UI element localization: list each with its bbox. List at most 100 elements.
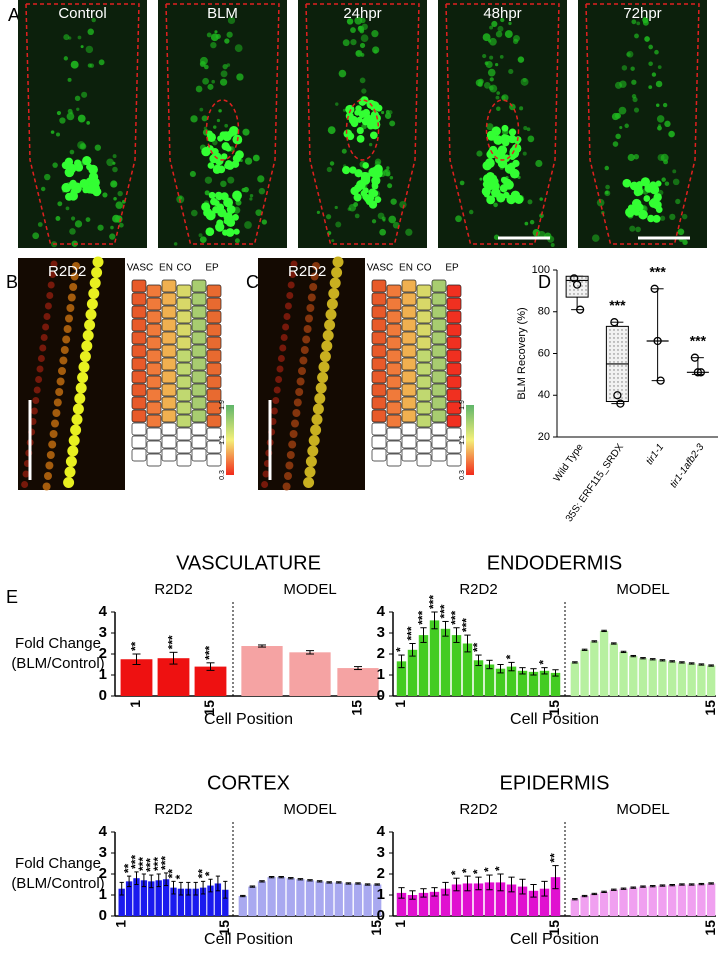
nucleus [321, 340, 333, 352]
significance: * [471, 869, 485, 874]
cell [446, 284, 462, 298]
nucleus [59, 356, 68, 365]
colorbar-label: 1.9 [459, 400, 466, 410]
cell-signal [493, 135, 504, 145]
cell-signal [614, 112, 621, 119]
significance: ** [195, 869, 209, 879]
cell-signal [220, 180, 227, 188]
image-background [438, 0, 567, 248]
cell [146, 349, 162, 363]
cell [131, 344, 147, 358]
cell-signal [52, 162, 58, 168]
nucleus [303, 325, 312, 333]
nucleus [51, 419, 59, 428]
cell [146, 284, 162, 298]
cell-signal [94, 144, 102, 151]
cell [371, 422, 387, 436]
bar [687, 663, 696, 696]
bar [222, 889, 229, 916]
cell-signal [57, 201, 63, 207]
significance: ** [166, 869, 180, 879]
cell-signal [632, 183, 641, 192]
cell-signal [384, 169, 388, 173]
image-label: BLM [207, 5, 238, 22]
x-tick-label: 1 [112, 920, 128, 928]
cell-signal [232, 214, 239, 221]
cell-signal [70, 216, 76, 221]
cell [191, 357, 207, 371]
cell [176, 427, 192, 441]
nucleus [318, 361, 330, 373]
cell-signal [224, 123, 229, 128]
bar [277, 877, 286, 916]
cell-signal [342, 39, 350, 47]
cell [431, 383, 447, 397]
cell-signal [662, 102, 668, 108]
cell [206, 323, 222, 337]
panel-label: A [8, 5, 20, 25]
cell [446, 440, 462, 454]
bar [305, 880, 315, 916]
cell-signal [87, 28, 94, 36]
cell-signal [377, 212, 385, 220]
cell [431, 318, 447, 332]
data-point [610, 318, 619, 327]
cell [446, 375, 462, 389]
nucleus [270, 407, 278, 415]
cell-signal [392, 221, 400, 229]
cell-signal [482, 33, 491, 42]
cell-signal [258, 187, 266, 195]
cell [371, 344, 387, 358]
cell-signal [216, 118, 221, 123]
cell [401, 344, 417, 358]
cell [416, 427, 432, 441]
cell [446, 427, 462, 441]
bar [325, 882, 334, 916]
nucleus [66, 304, 75, 312]
cell-signal [633, 154, 640, 160]
bar [396, 892, 407, 916]
cell [146, 310, 162, 324]
bar [658, 660, 667, 696]
cell-signal [213, 125, 217, 129]
cell [131, 279, 147, 293]
cell-signal [621, 65, 628, 71]
nucleus [296, 377, 305, 386]
cell [146, 375, 162, 389]
nucleus [32, 397, 40, 404]
cell-signal [98, 59, 105, 66]
cell-signal [648, 44, 654, 50]
y-axis-label: Fold Change [15, 855, 101, 872]
cell [206, 310, 222, 324]
damage-outline [345, 99, 380, 161]
nucleus [65, 456, 77, 467]
cell-signal [387, 183, 393, 189]
nucleus [280, 334, 288, 341]
cell [416, 440, 432, 454]
cell-signal [356, 180, 366, 190]
cell [386, 284, 402, 298]
nucleus [82, 330, 94, 341]
cell-signal [497, 25, 504, 32]
nucleus [92, 256, 104, 268]
cell [146, 362, 162, 376]
cell-signal [385, 110, 390, 114]
bar [363, 884, 372, 916]
cell [446, 349, 462, 363]
cell [401, 357, 417, 371]
cell [176, 349, 192, 363]
cell-signal [648, 85, 653, 90]
bar [207, 885, 214, 916]
cell [146, 414, 162, 428]
significance: * [504, 654, 518, 659]
x-axis-label: Cell Position [510, 931, 599, 948]
cell-signal [173, 242, 178, 246]
bar [473, 660, 484, 696]
bar [396, 661, 407, 696]
cell-signal [514, 137, 521, 145]
cell [161, 422, 177, 436]
cell [386, 297, 402, 311]
x-axis-label: Cell Position [204, 711, 293, 728]
cell [401, 305, 417, 319]
cell-signal [371, 30, 379, 38]
